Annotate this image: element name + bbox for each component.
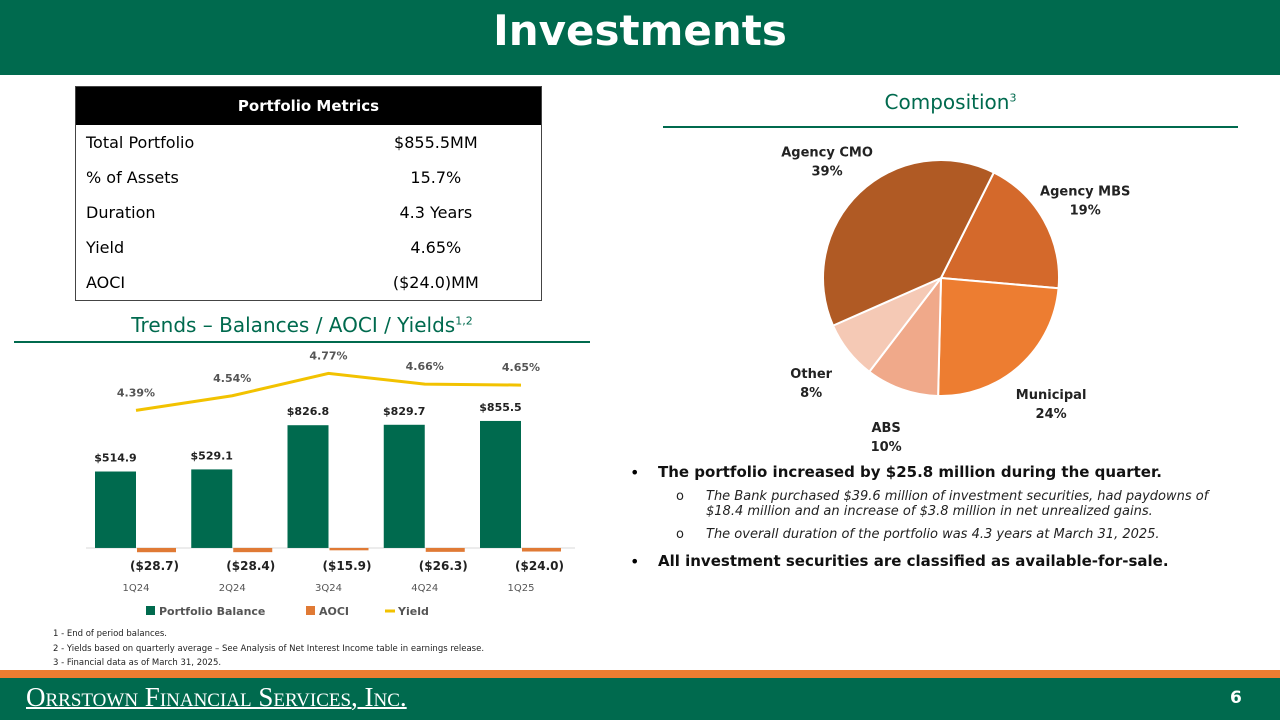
bar <box>137 547 176 553</box>
pie-slice <box>937 276 1060 397</box>
data-label: ($26.3) <box>419 559 468 573</box>
bullet-dot: • <box>630 463 640 482</box>
data-label: $829.7 <box>383 405 425 418</box>
composition-rule <box>663 126 1238 128</box>
bar <box>287 425 329 548</box>
x-tick-label: 3Q24 <box>315 583 342 594</box>
data-label: 4.65% <box>502 361 540 374</box>
pie-slice <box>822 159 996 327</box>
trends-title-text: Trends – Balances / AOCI / Yields <box>131 313 456 337</box>
composition-chart: Agency MBS 19% Municipal 24% ABS 10% Other 8% Ag… <box>781 145 1130 455</box>
sub-bullet: The overall duration of the portfolio wa… <box>676 527 1230 542</box>
table-cell: $855.5MM <box>394 133 478 152</box>
footnote: 3 - Financial data as of March 31, 2025. <box>53 658 222 668</box>
data-label: 4.77% <box>309 349 347 362</box>
page-number: 6 <box>1230 688 1242 708</box>
metrics-table: Portfolio Metrics Total Portfolio $855.5M… <box>75 86 542 301</box>
table-row: Yield 4.65% <box>76 230 542 265</box>
data-label: 4.39% <box>117 386 155 399</box>
footnote: 2 - Yields based on quarterly average – … <box>53 643 485 654</box>
bar <box>480 420 521 548</box>
table-cell: AOCI <box>86 273 126 292</box>
composition-title-text: Composition <box>884 90 1010 114</box>
data-label: $514.9 <box>94 452 136 465</box>
slice-label: 39% <box>812 164 843 179</box>
slice-label: 19% <box>1070 203 1101 218</box>
slice-label: 24% <box>1036 407 1067 422</box>
data-label: ($24.0) <box>515 559 564 573</box>
data-label: 4.66% <box>406 360 444 373</box>
slide-title: Investments <box>493 6 787 55</box>
composition-title: Composition3 <box>663 90 1238 114</box>
table-header: Portfolio Metrics <box>75 86 542 125</box>
bar <box>95 471 136 548</box>
trends-rule <box>14 341 590 343</box>
bar <box>191 469 233 548</box>
table-row: Duration 4.3 Years <box>76 195 542 230</box>
bullet-text: The portfolio increased by $25.8 million… <box>658 463 1162 481</box>
x-tick-label: 1Q24 <box>123 583 150 594</box>
bar <box>425 547 465 552</box>
legend-swatch <box>146 606 155 615</box>
trends-note: 1,2 <box>455 314 473 328</box>
bullet: • All investment securities are classifie… <box>630 552 1230 571</box>
yield-line <box>135 371 522 412</box>
table-cell: ($24.0)MM <box>392 273 479 292</box>
slice-name: Municipal <box>1016 388 1087 403</box>
data-label: $529.1 <box>191 449 233 462</box>
data-label: ($15.9) <box>323 559 372 573</box>
slice-name: Agency MBS <box>1040 184 1130 199</box>
legend-label: Yield <box>397 605 429 618</box>
slice-name: Other <box>790 367 832 382</box>
legend-label: AOCI <box>319 605 349 618</box>
bullet-text: All investment securities are classified… <box>658 552 1169 570</box>
trends-title: Trends – Balances / AOCI / Yields1,2 <box>14 313 590 337</box>
footer-accent <box>0 670 1280 678</box>
x-tick-label: 1Q25 <box>508 583 535 594</box>
legend-swatch <box>306 606 315 615</box>
data-label: ($28.7) <box>130 559 179 573</box>
title-bar <box>0 0 1280 75</box>
bullet-dot: • <box>630 552 640 571</box>
table-row: Total Portfolio $855.5MM <box>76 125 542 160</box>
composition-note: 3 <box>1009 91 1017 105</box>
slice-name: ABS <box>871 421 900 436</box>
slice-label: 10% <box>871 440 902 455</box>
bar <box>522 547 561 552</box>
bar <box>383 424 425 548</box>
footer-logo: Orrstown Financial Services, Inc. <box>26 682 407 712</box>
slice-label: 8% <box>800 386 822 401</box>
table-cell: % of Assets <box>86 168 179 187</box>
table-cell: Yield <box>86 238 125 257</box>
table-cell: 15.7% <box>410 168 462 187</box>
data-label: $826.8 <box>287 405 329 418</box>
sub-bullet: The Bank purchased $39.6 million of inve… <box>676 489 1230 519</box>
footer-bar <box>0 678 1280 720</box>
table-cell: Total Portfolio <box>86 133 195 152</box>
table-row: AOCI ($24.0)MM <box>76 265 542 301</box>
x-tick-label: 2Q24 <box>219 583 246 594</box>
pie-slice <box>867 274 943 397</box>
x-tick-label: 4Q24 <box>411 583 438 594</box>
data-label: 4.54% <box>213 372 251 385</box>
footnote: 1 - End of period balances. <box>53 629 168 639</box>
table-row: % of Assets 15.7% <box>76 160 542 195</box>
table-cell: 4.65% <box>410 238 462 257</box>
bar <box>233 547 273 553</box>
table-cell: Duration <box>86 203 156 222</box>
data-label: $855.5 <box>479 401 521 414</box>
bullet: • The portfolio increased by $25.8 millio… <box>630 463 1230 542</box>
data-label: ($28.4) <box>226 559 275 573</box>
footnotes: 1 - End of period balances. 2 - Yields ba… <box>53 627 484 671</box>
trend-chart: 1Q24 2Q24 3Q24 4Q24 1Q25 $514.9 $529.1 $826.8 $8… <box>86 349 575 618</box>
bullets: • The portfolio increased by $25.8 millio… <box>630 463 1230 580</box>
pie-slice <box>939 171 1060 290</box>
bar <box>329 547 369 551</box>
slice-name: Agency CMO <box>781 145 873 160</box>
table-cell: 4.3 Years <box>399 203 473 222</box>
legend-label: Portfolio Balance <box>159 605 265 618</box>
